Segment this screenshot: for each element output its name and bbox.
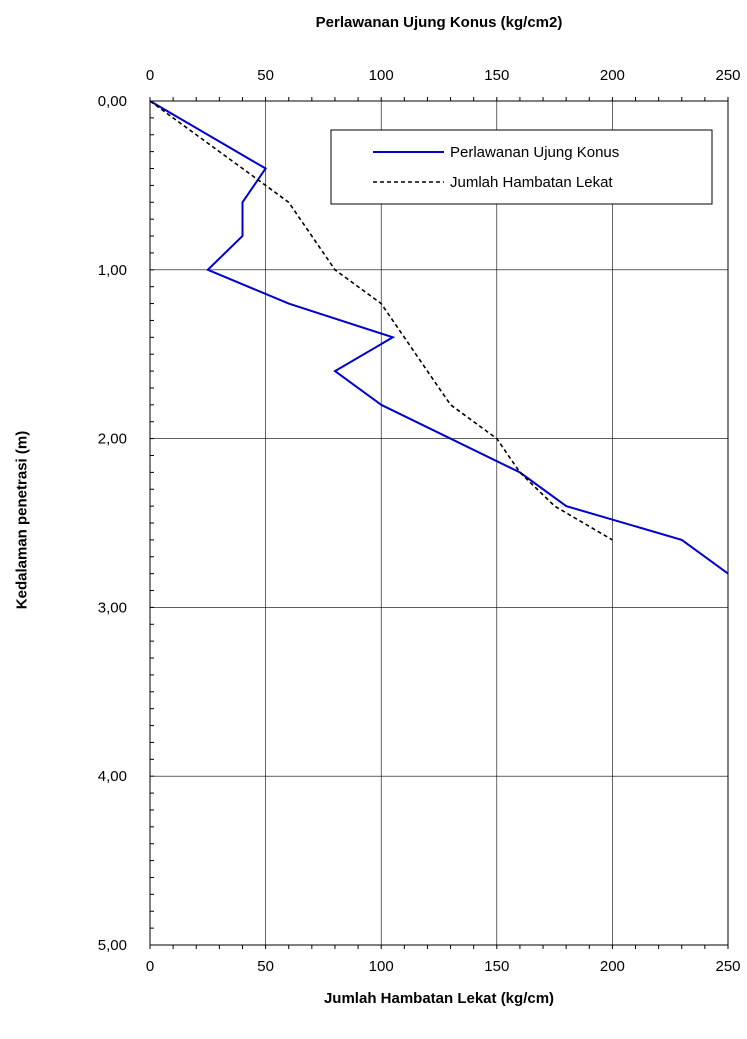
y-tick-label: 5,00 [98,937,127,954]
legend-box [330,129,713,205]
x-bottom-tick-label: 250 [715,958,740,975]
x-bottom-tick-label: 100 [369,958,394,975]
x-bottom-tick-label: 200 [600,958,625,975]
grid [150,101,728,945]
x-top-tick-label: 250 [715,67,740,84]
y-tick-label: 3,00 [98,599,127,616]
perlawanan-ujung-konus-line [149,100,729,575]
legend: Perlawanan Ujung Konus Jumlah Hambatan Le… [330,129,713,205]
minor-ticks [149,97,729,949]
plot-frame [149,100,729,946]
x-top-tick-label: 0 [146,67,154,84]
x-top-tick-label: 150 [484,67,509,84]
y-tick-label: 1,00 [98,262,127,279]
x-bottom-tick-label: 150 [484,958,509,975]
series-layer [149,100,729,575]
legend-label: Jumlah Hambatan Lekat [450,174,613,191]
x-top-tick-label: 50 [257,67,274,84]
x-bottom-tick-label: 50 [257,958,274,975]
x-top-tick-label: 200 [600,67,625,84]
bottom-axis-title: Jumlah Hambatan Lekat (kg/cm) [323,990,555,1007]
legend-label: Perlawanan Ujung Konus [450,144,619,161]
jumlah-hambatan-lekat-line [149,100,613,541]
x-bottom-tick-label: 0 [146,958,154,975]
top-axis-title: Perlawanan Ujung Konus (kg/cm2) [315,14,563,31]
y-tick-label: 4,00 [98,768,127,785]
y-tick-label: 2,00 [98,431,127,448]
tick-labels: 0 0 50 50 100 100 150 150 200 200 250 250 0,00 1,00 2,… [98,67,741,975]
x-top-tick-label: 100 [369,67,394,84]
y-tick-label: 0,00 [98,93,127,110]
